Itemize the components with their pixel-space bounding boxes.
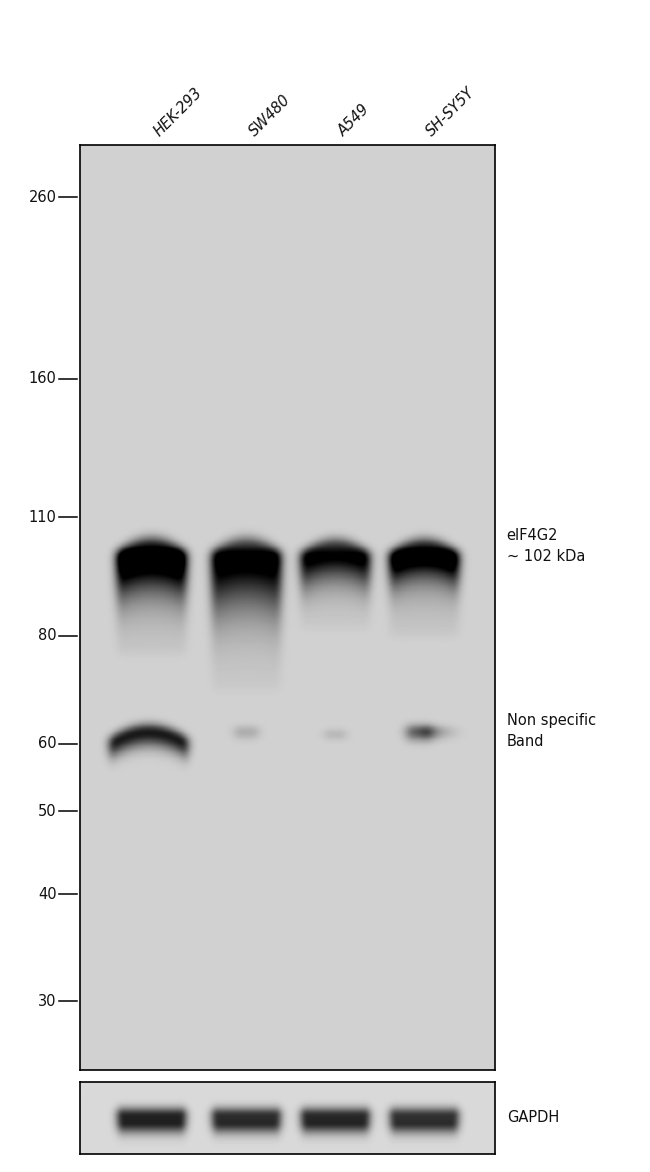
Text: GAPDH: GAPDH: [507, 1111, 559, 1125]
Text: HEK-293: HEK-293: [151, 86, 205, 139]
Text: eIF4G2
~ 102 kDa: eIF4G2 ~ 102 kDa: [507, 527, 585, 564]
Text: SW480: SW480: [246, 93, 293, 139]
Text: 50: 50: [38, 804, 57, 819]
Text: 260: 260: [29, 190, 57, 205]
Text: 40: 40: [38, 887, 57, 902]
Text: 30: 30: [38, 994, 57, 1009]
Text: 160: 160: [29, 372, 57, 386]
Text: 110: 110: [29, 510, 57, 525]
Text: A549: A549: [335, 102, 372, 139]
Text: 80: 80: [38, 628, 57, 643]
Text: 60: 60: [38, 736, 57, 751]
Text: SH-SY5Y: SH-SY5Y: [424, 84, 478, 139]
Text: Non specific
Band: Non specific Band: [507, 713, 596, 749]
